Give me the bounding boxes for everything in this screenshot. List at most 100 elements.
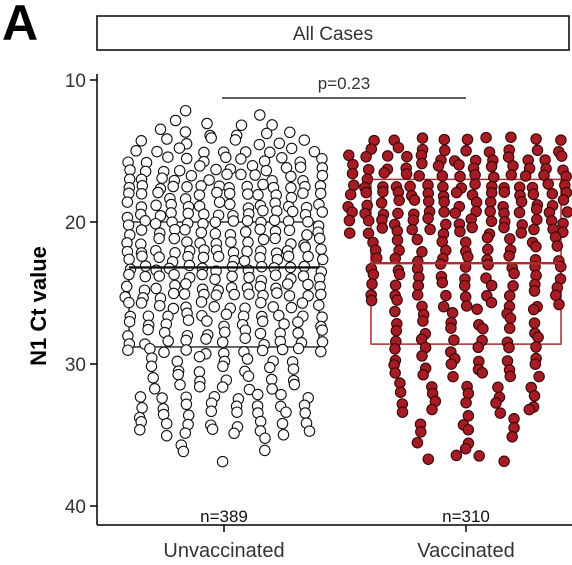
data-point: [158, 346, 170, 359]
data-point: [546, 188, 559, 200]
data-point: [453, 159, 465, 171]
data-point: [551, 240, 564, 252]
data-point: [391, 234, 404, 246]
data-point: [481, 231, 494, 244]
data-point: [267, 301, 279, 313]
data-point: [416, 350, 428, 362]
data-point: [343, 227, 356, 239]
data-point: [193, 350, 206, 363]
data-point: [492, 381, 504, 394]
data-point: [213, 196, 226, 208]
data-point: [485, 215, 498, 228]
data-point: [393, 268, 406, 281]
data-point: [488, 171, 500, 183]
data-point: [153, 232, 165, 245]
data-point: [446, 307, 459, 319]
data-point: [302, 216, 314, 228]
data-point: [257, 178, 269, 191]
y-ticks: 10 20 30 40: [65, 71, 97, 518]
data-point: [135, 188, 148, 200]
data-point: [193, 189, 206, 201]
data-point: [406, 223, 418, 236]
data-point: [254, 415, 267, 428]
data-point: [308, 145, 321, 158]
data-point: [171, 355, 184, 368]
data-point: [553, 298, 565, 311]
data-point: [224, 198, 236, 211]
data-point: [315, 243, 327, 255]
data-point: [460, 396, 472, 409]
data-point: [498, 186, 511, 198]
data-point: [449, 207, 462, 219]
data-point: [401, 150, 413, 163]
data-point: [243, 383, 256, 396]
data-point: [462, 410, 475, 422]
data-point: [362, 163, 375, 176]
data-point: [276, 152, 288, 164]
data-point: [216, 381, 229, 393]
data-point: [389, 279, 402, 291]
data-point: [469, 178, 481, 190]
x-tick-label: Unvaccinated: [163, 540, 284, 562]
data-point: [432, 160, 445, 172]
data-point: [508, 267, 520, 280]
data-point: [294, 161, 307, 173]
data-point: [211, 186, 223, 199]
data-point: [378, 167, 390, 179]
data-point: [472, 341, 484, 354]
data-point: [209, 216, 222, 228]
data-point: [264, 361, 276, 374]
data-point: [503, 341, 515, 354]
data-point: [316, 206, 329, 218]
data-point: [519, 170, 532, 182]
data-point: [123, 296, 135, 309]
data-point: [515, 227, 528, 239]
data-point: [504, 312, 517, 324]
data-point: [242, 370, 255, 382]
data-point: [360, 186, 372, 199]
data-point: [408, 194, 421, 206]
chart-title: All Cases: [293, 24, 373, 45]
data-point: [515, 196, 528, 208]
data-point: [484, 205, 496, 218]
x-ticks: Unvaccinated Vaccinated: [163, 525, 515, 562]
data-point: [448, 334, 460, 346]
data-point: [530, 341, 542, 353]
data-point: [282, 250, 295, 263]
data-point: [235, 119, 248, 131]
data-point: [485, 296, 498, 309]
data-point: [134, 424, 146, 436]
data-point: [156, 392, 168, 404]
data-point: [183, 259, 196, 272]
data-point: [458, 279, 471, 292]
data-point: [152, 186, 164, 199]
data-point: [286, 205, 299, 218]
data-point: [503, 289, 516, 302]
data-point: [285, 182, 297, 194]
data-point: [292, 327, 304, 339]
data-point: [367, 268, 380, 281]
data-point: [462, 423, 475, 436]
data-point: [532, 331, 544, 344]
data-point: [381, 150, 394, 162]
data-point: [273, 309, 285, 322]
data-point: [135, 135, 148, 147]
data-point: [365, 143, 378, 155]
data-point: [241, 245, 253, 258]
data-point: [241, 353, 254, 365]
data-point: [296, 297, 309, 309]
data-point: [498, 221, 510, 234]
data-point: [198, 208, 210, 221]
data-point: [416, 132, 429, 144]
data-point: [530, 240, 542, 253]
data-point: [284, 126, 296, 139]
data-point: [460, 300, 473, 312]
data-point: [168, 232, 181, 245]
data-point: [122, 219, 135, 231]
data-point: [303, 425, 316, 437]
data-point: [392, 141, 405, 154]
data-point: [217, 360, 229, 373]
data-point: [298, 134, 311, 146]
data-point: [530, 133, 542, 145]
data-point: [275, 388, 287, 401]
